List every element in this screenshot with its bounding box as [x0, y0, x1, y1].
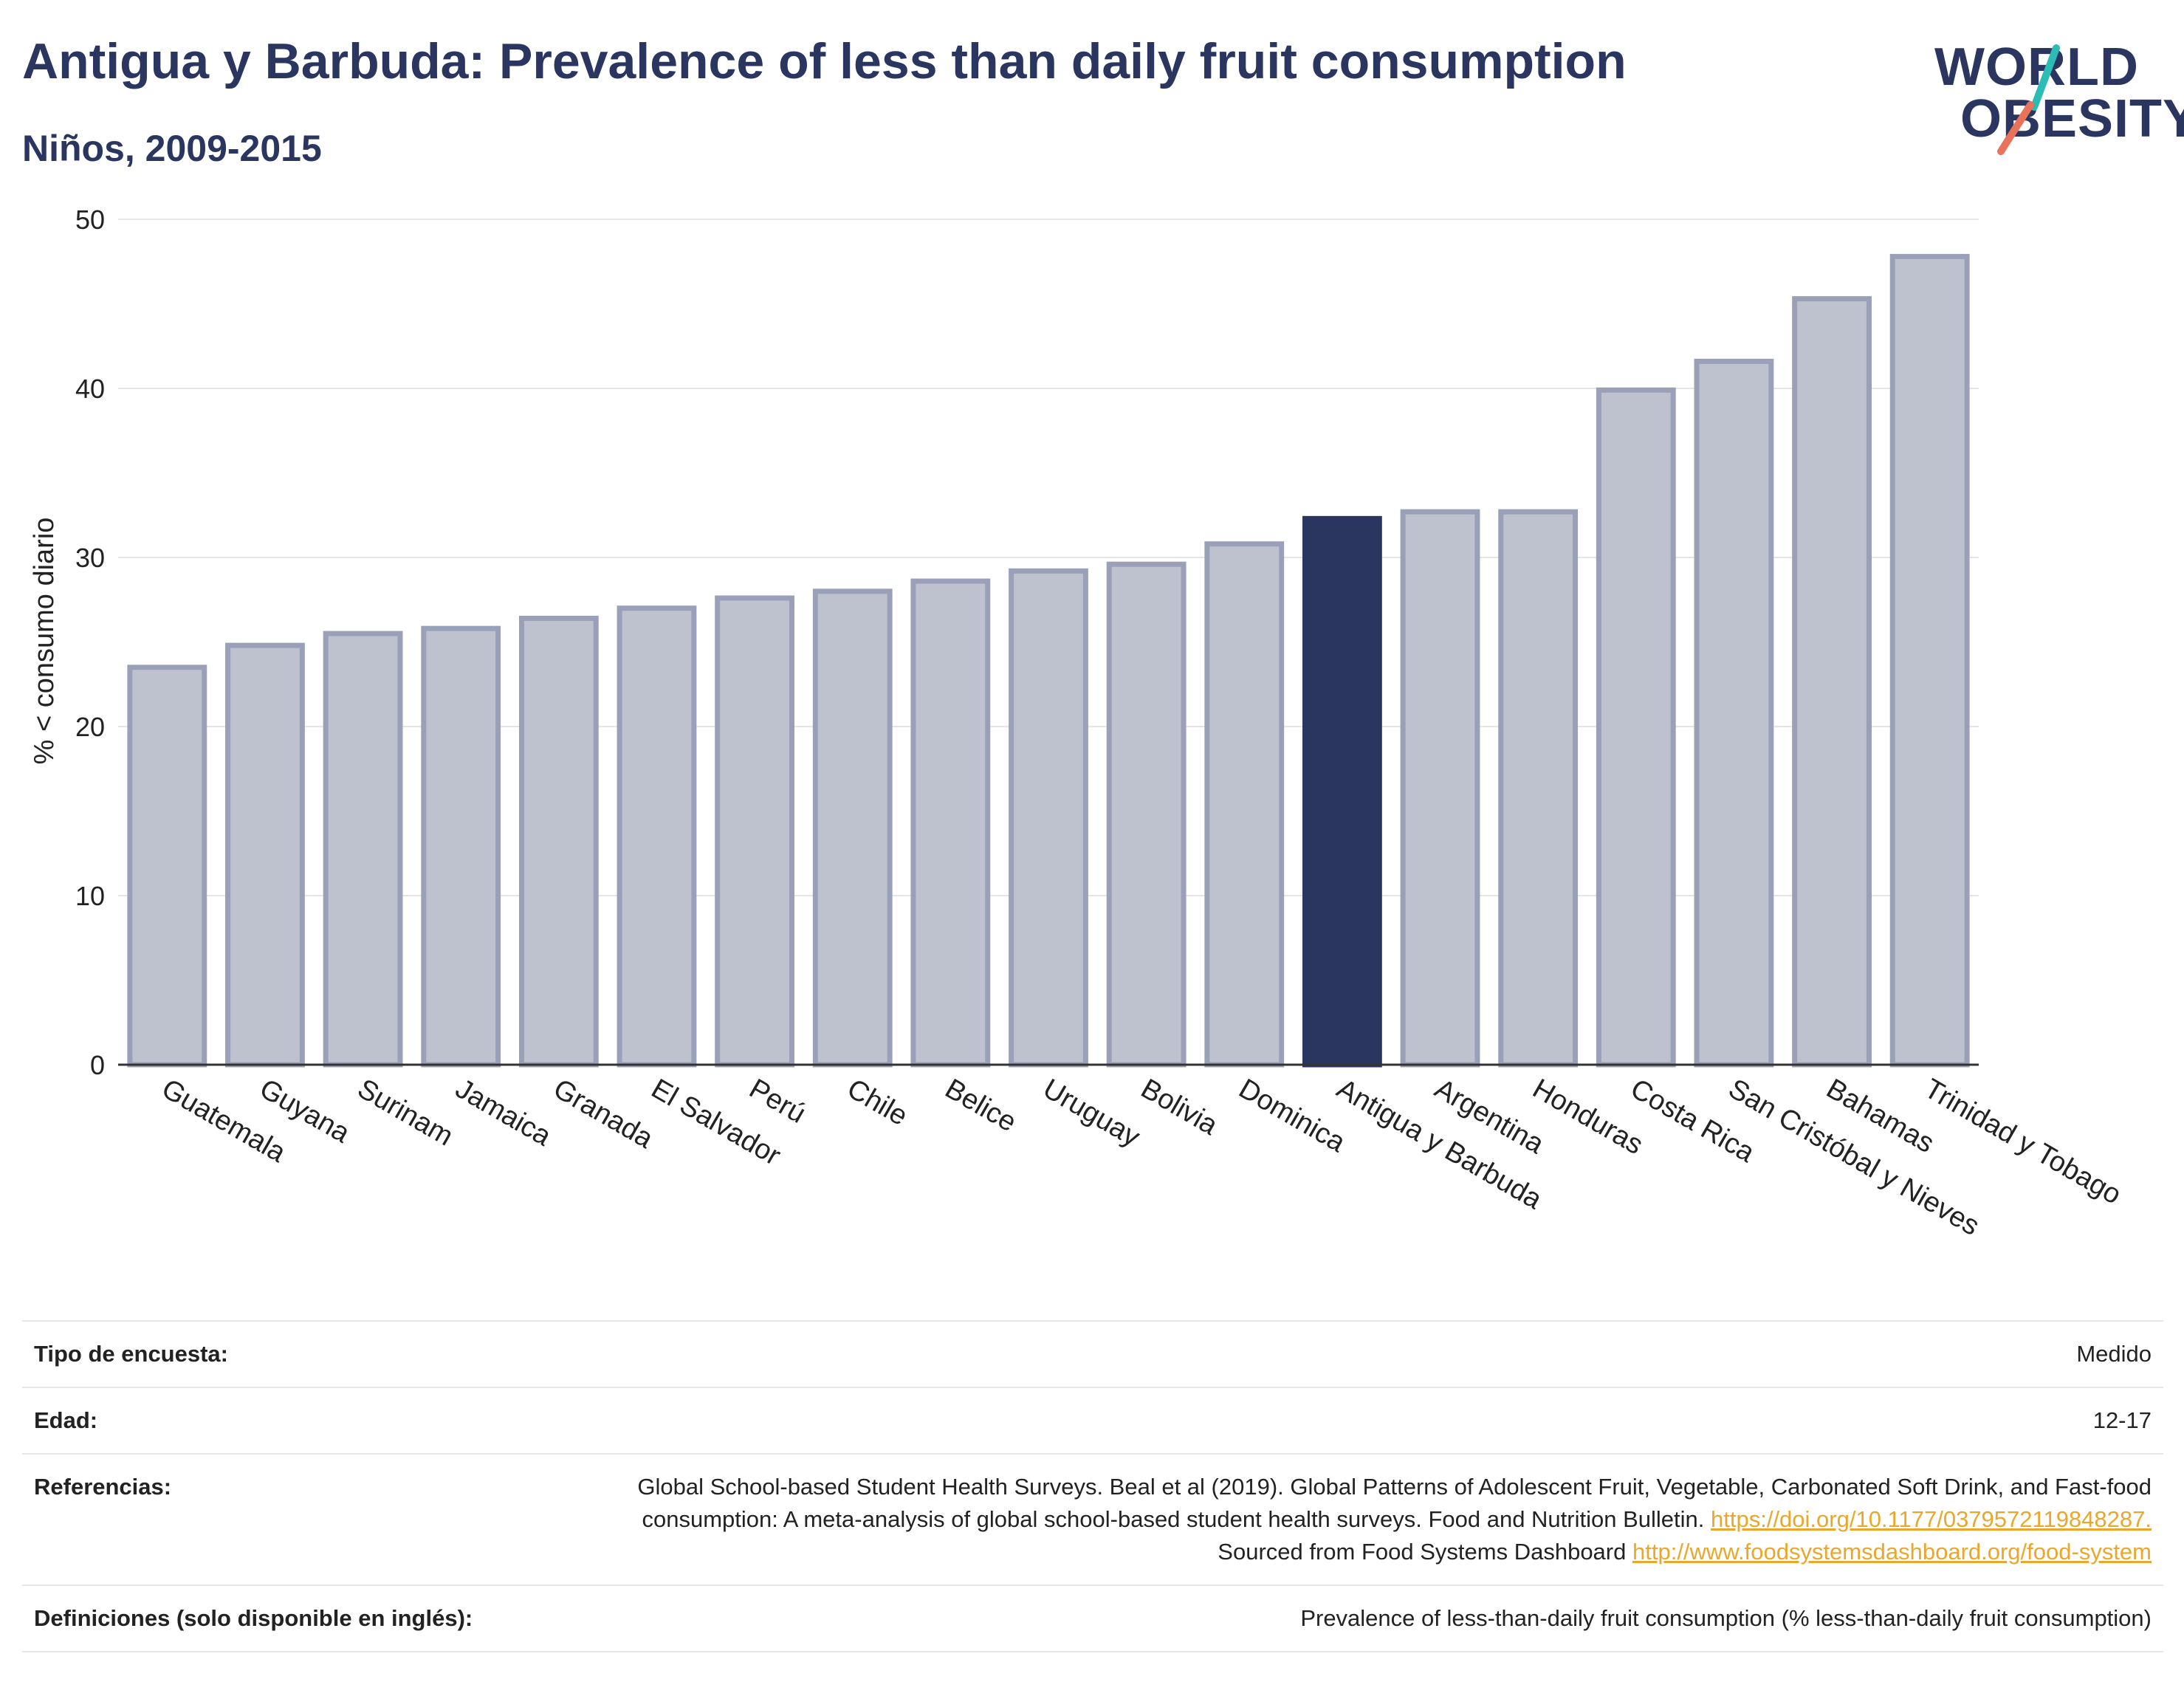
bar-jamaica[interactable] — [421, 625, 501, 1068]
y-tick-label: 10 — [75, 881, 105, 911]
y-tick-label: 40 — [75, 374, 105, 404]
age-label: Edad: — [34, 1407, 98, 1433]
references-value: Global School-based Student Health Surve… — [564, 1471, 2152, 1568]
logo-slash-icon — [1997, 44, 2060, 155]
y-tick-label: 50 — [75, 205, 105, 235]
bar-costa-rica[interactable] — [1596, 387, 1676, 1068]
x-tick-label: Honduras — [1528, 1073, 1649, 1161]
bar-trinidad-y-tobago[interactable] — [1889, 253, 1970, 1068]
references-text-1: Global School-based Student Health Surve… — [637, 1474, 2152, 1532]
bar-antigua-y-barbuda[interactable] — [1302, 515, 1382, 1068]
logo-line-1: WORLD — [1934, 38, 2139, 97]
x-tick-label: Dominica — [1234, 1073, 1351, 1158]
bar-uruguay[interactable] — [1009, 568, 1088, 1068]
bar-honduras[interactable] — [1498, 509, 1579, 1068]
x-tick-label: Bolivia — [1136, 1073, 1223, 1141]
x-tick-label: Chile — [842, 1073, 913, 1132]
survey-type-value: Medido — [2076, 1341, 2152, 1367]
references-text-2: Sourced from Food Systems Dashboard — [1218, 1539, 1627, 1565]
food-systems-link[interactable]: http://www.foodsystemsdashboard.org/food… — [1632, 1539, 2152, 1565]
y-axis-label: % < consumo diario — [29, 518, 60, 765]
bar-argentina[interactable] — [1400, 509, 1480, 1068]
bar-dominica[interactable] — [1204, 541, 1285, 1068]
bars — [127, 253, 1970, 1068]
doi-link[interactable]: https://doi.org/10.1177/0379572119848287… — [1711, 1506, 2152, 1532]
bar-bahamas[interactable] — [1792, 296, 1872, 1068]
page-title: Antigua y Barbuda: Prevalence of less th… — [22, 33, 1627, 89]
bar-surinam[interactable] — [323, 631, 403, 1068]
survey-type-label: Tipo de encuesta: — [34, 1341, 228, 1367]
definitions-value: Prevalence of less-than-daily fruit cons… — [1300, 1605, 2152, 1631]
bar-belice[interactable] — [910, 578, 991, 1068]
meta-row-references: Referencias: Global School-based Student… — [22, 1453, 2163, 1585]
y-tick-label: 0 — [90, 1050, 105, 1080]
bar-el-salvador[interactable] — [617, 605, 697, 1068]
bar-guyana[interactable] — [225, 642, 305, 1068]
x-tick-label: Jamaica — [450, 1073, 557, 1153]
age-value: 12-17 — [2092, 1407, 2152, 1433]
x-tick-label: Surinam — [352, 1073, 459, 1152]
x-tick-label: Trinidad y Tobago — [1919, 1073, 2126, 1210]
x-tick-label: Granada — [548, 1073, 659, 1155]
metadata-table: Tipo de encuesta: Medido Edad: 12-17 Ref… — [22, 1320, 2163, 1652]
bar-chart: 01020304050GuatemalaGuyanaSurinamJamaica… — [29, 205, 2126, 1242]
bar-san-crist-bal-y-nieves[interactable] — [1694, 358, 1774, 1068]
logo-line-2: OBESITY — [1960, 89, 2184, 148]
bar-bolivia[interactable] — [1106, 561, 1187, 1068]
world-obesity-logo[interactable]: WORLD OBESITY — [1920, 22, 2184, 155]
y-tick-label: 30 — [75, 543, 105, 573]
bar-per-[interactable] — [715, 595, 795, 1068]
meta-row-definitions: Definiciones (solo disponible en inglés)… — [22, 1585, 2163, 1652]
y-tick-label: 20 — [75, 712, 105, 742]
definitions-label: Definiciones (solo disponible en inglés)… — [34, 1605, 473, 1631]
meta-row-survey: Tipo de encuesta: Medido — [22, 1320, 2163, 1387]
x-tick-label: Belice — [940, 1073, 1022, 1138]
meta-row-age: Edad: 12-17 — [22, 1387, 2163, 1453]
x-tick-label: Perú — [744, 1073, 811, 1130]
bar-granada[interactable] — [518, 615, 599, 1068]
bar-chile[interactable] — [812, 588, 893, 1068]
page-subtitle: Niños, 2009-2015 — [22, 128, 322, 169]
references-label: Referencias: — [34, 1474, 172, 1500]
x-tick-label: Uruguay — [1038, 1073, 1145, 1153]
bar-guatemala[interactable] — [127, 665, 207, 1068]
